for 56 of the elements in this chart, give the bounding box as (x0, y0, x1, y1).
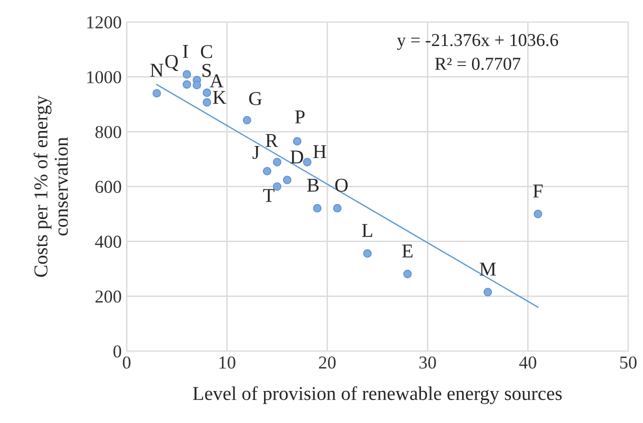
annotation: S (202, 64, 211, 77)
point (202, 98, 212, 107)
annotation: R² = 0.7707 (435, 58, 520, 70)
point (262, 166, 272, 176)
point (152, 89, 161, 98)
annotation: K (212, 91, 226, 104)
y-tick-label: 200 (96, 290, 122, 303)
annotation: A (210, 74, 224, 88)
annotation: I (182, 45, 188, 58)
y-tick-label: 1200 (87, 16, 122, 28)
x-tick-label: 10 (220, 356, 236, 369)
y-tick-label: 1000 (87, 71, 122, 84)
point (272, 182, 282, 191)
annotation: M (480, 262, 496, 276)
point (484, 288, 492, 296)
x-tick-label: 50 (620, 356, 637, 369)
point (202, 88, 212, 97)
point (272, 158, 282, 166)
y-tick-label: 0 (113, 345, 122, 358)
point (303, 158, 312, 166)
point (192, 80, 202, 90)
annotation: P (295, 110, 305, 124)
point (182, 70, 192, 79)
point (282, 176, 292, 184)
point (182, 80, 192, 89)
y-axis-title: Costs per 1% of energy conservation (34, 96, 68, 277)
x-axis-title: Level of provision of renewable energy sources (192, 386, 562, 404)
y-tick-label: 400 (95, 236, 122, 248)
annotation: y = -21.376x + 1036.6 (397, 34, 558, 50)
annotation: N (150, 64, 164, 77)
annotation: Q (165, 55, 178, 72)
x-tick-label: 20 (319, 356, 336, 369)
annotation: D (290, 150, 304, 164)
annotation: F (533, 184, 543, 198)
y-tick-label: 600 (96, 180, 122, 193)
y-tick-label: 800 (95, 126, 122, 138)
annotation: O (335, 178, 348, 192)
point (363, 249, 372, 258)
annotation: G (249, 92, 262, 106)
point (313, 204, 322, 212)
annotation: T (263, 189, 274, 202)
annotation: R (266, 134, 278, 147)
point (292, 137, 302, 146)
annotation: L (362, 224, 372, 237)
x-tick-label: 40 (519, 356, 536, 369)
x-tick-label: 0 (122, 356, 130, 369)
point (534, 210, 542, 218)
annotation: J (252, 146, 260, 159)
annotation: E (402, 244, 413, 258)
annotation: B (307, 178, 319, 192)
point (333, 204, 342, 212)
point (403, 270, 412, 278)
annotation: C (200, 45, 212, 58)
x-tick-label: 30 (419, 356, 436, 369)
annotation: H (313, 145, 326, 158)
point (242, 116, 252, 124)
